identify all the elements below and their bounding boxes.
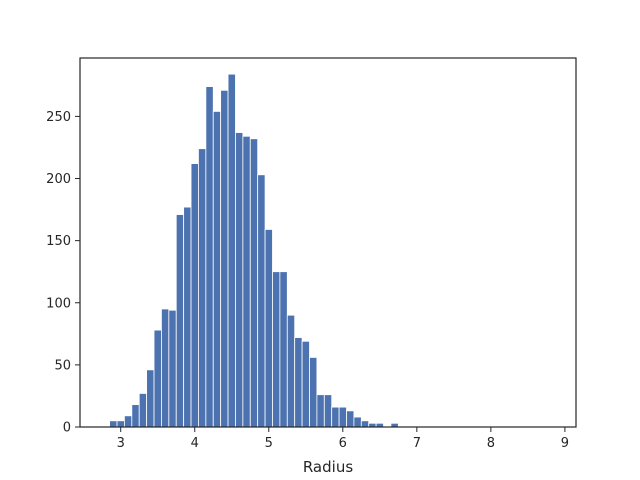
y-axis-ticks: 0 50 100 150 200 250	[46, 110, 80, 436]
x-tick-label: 9	[561, 436, 569, 451]
histogram-bar	[220, 89, 229, 428]
x-tick-label: 4	[191, 436, 199, 451]
histogram-bar	[257, 174, 266, 428]
histogram-bar	[168, 309, 177, 428]
histogram-bar	[279, 271, 288, 428]
histogram-bar	[249, 138, 259, 428]
histogram-bar	[227, 73, 236, 428]
histogram-bars	[109, 73, 399, 428]
histogram-bar	[205, 86, 214, 428]
histogram-bar	[131, 404, 140, 428]
histogram-bar	[183, 206, 192, 428]
y-tick-label: 250	[46, 110, 71, 125]
histogram-bar	[212, 111, 222, 428]
x-tick-label: 5	[265, 436, 273, 451]
histogram-bar	[161, 308, 170, 428]
histogram-bar	[301, 340, 310, 428]
histogram-bar	[316, 394, 325, 428]
histogram-bar	[175, 214, 185, 428]
histogram-bar	[124, 415, 133, 428]
histogram-bar	[331, 406, 340, 428]
x-tick-label: 7	[413, 436, 421, 451]
histogram-bar	[242, 135, 251, 428]
y-tick-label: 100	[46, 296, 71, 311]
histogram-bar	[338, 406, 347, 428]
histogram-bar	[235, 132, 244, 428]
histogram-bar	[323, 394, 333, 428]
histogram-bar	[346, 410, 355, 428]
y-tick-label: 50	[54, 358, 71, 373]
histogram-bar	[360, 420, 370, 428]
histogram-bar	[109, 420, 118, 428]
histogram-bar	[153, 329, 162, 428]
x-axis-ticks: 3 4 5 6 7 8 9	[117, 427, 569, 451]
histogram-bar	[138, 393, 148, 428]
y-tick-label: 200	[46, 172, 71, 187]
x-tick-label: 8	[487, 436, 495, 451]
histogram-bar	[264, 229, 273, 428]
histogram-bar	[146, 369, 155, 428]
histogram-bar	[198, 148, 207, 428]
histogram-bar	[272, 271, 281, 428]
histogram-bar	[353, 416, 362, 428]
histogram-bar	[309, 357, 318, 428]
histogram-bar	[286, 314, 296, 428]
histogram-bar	[294, 337, 303, 428]
y-tick-label: 150	[46, 234, 71, 249]
x-tick-label: 3	[117, 436, 125, 451]
x-axis-label: Radius	[303, 458, 353, 476]
y-tick-label: 0	[63, 421, 71, 436]
x-tick-label: 6	[339, 436, 347, 451]
histogram-bar	[116, 420, 125, 428]
plot-frame	[79, 57, 577, 428]
histogram-bar	[190, 163, 199, 428]
